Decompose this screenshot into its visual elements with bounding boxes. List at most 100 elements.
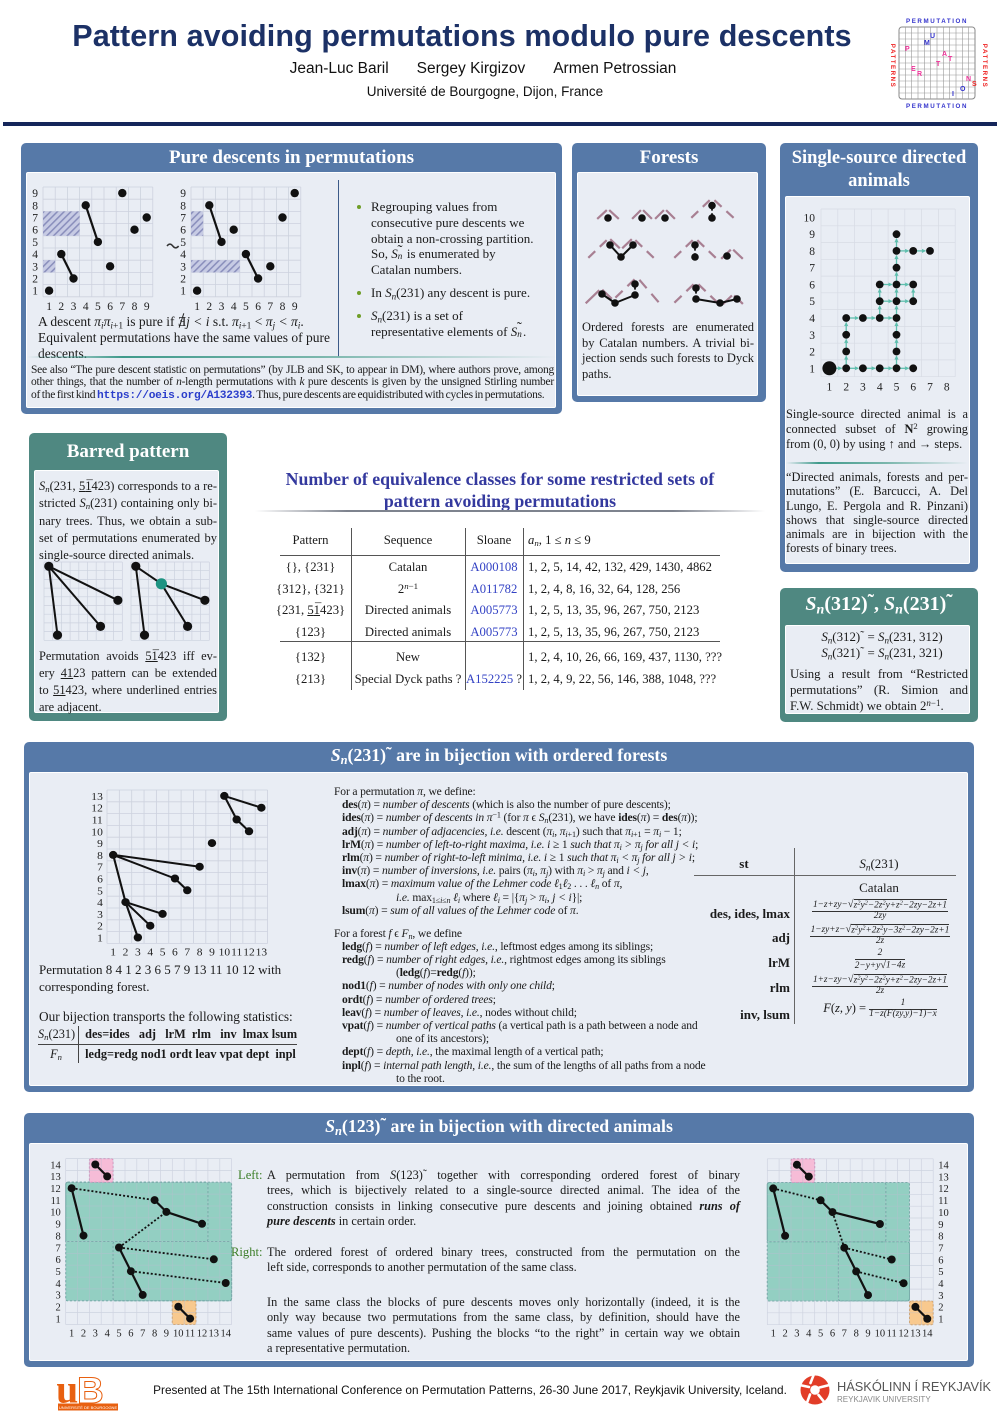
svg-text:2: 2 bbox=[180, 274, 186, 286]
svg-text:5: 5 bbox=[55, 1267, 60, 1278]
svg-text:4: 4 bbox=[55, 1279, 61, 1290]
svg-text:1: 1 bbox=[809, 363, 815, 375]
svg-text:10: 10 bbox=[938, 1208, 949, 1219]
svg-text:12: 12 bbox=[898, 1329, 909, 1340]
svg-text:7: 7 bbox=[97, 862, 103, 874]
svg-text:9: 9 bbox=[55, 1220, 60, 1231]
svg-text:PATTERNS: PATTERNS bbox=[981, 44, 988, 88]
svg-text:4: 4 bbox=[180, 249, 186, 261]
svg-text:8: 8 bbox=[809, 246, 815, 258]
svg-text:U: U bbox=[930, 33, 935, 40]
svg-text:4: 4 bbox=[32, 249, 38, 261]
svg-text:1: 1 bbox=[110, 947, 116, 959]
svg-text:9: 9 bbox=[209, 947, 215, 959]
svg-text:2: 2 bbox=[782, 1329, 787, 1340]
svg-text:2: 2 bbox=[938, 1303, 943, 1314]
svg-text:1: 1 bbox=[180, 286, 186, 298]
svg-text:7: 7 bbox=[140, 1329, 145, 1340]
svg-text:2: 2 bbox=[81, 1329, 86, 1340]
svg-text:3: 3 bbox=[97, 909, 103, 921]
svg-text:8: 8 bbox=[944, 382, 950, 394]
svg-text:P: P bbox=[905, 46, 910, 53]
svg-text:13: 13 bbox=[256, 947, 268, 959]
svg-text:4: 4 bbox=[97, 897, 103, 909]
svg-text:4: 4 bbox=[809, 313, 815, 325]
svg-text:5: 5 bbox=[938, 1267, 943, 1278]
svg-text:T: T bbox=[948, 56, 953, 63]
svg-text:1: 1 bbox=[32, 286, 38, 298]
svg-text:11: 11 bbox=[185, 1329, 195, 1340]
svg-text:4: 4 bbox=[147, 947, 153, 959]
svg-text:14: 14 bbox=[220, 1329, 231, 1340]
svg-text:8: 8 bbox=[32, 200, 38, 212]
svg-text:5: 5 bbox=[809, 296, 815, 308]
svg-text:12: 12 bbox=[50, 1184, 61, 1195]
svg-text:10: 10 bbox=[804, 212, 816, 224]
svg-text:7: 7 bbox=[938, 1244, 943, 1255]
svg-text:5: 5 bbox=[97, 886, 103, 898]
svg-text:13: 13 bbox=[91, 791, 103, 803]
svg-text:6: 6 bbox=[97, 874, 103, 886]
svg-text:6: 6 bbox=[55, 1255, 60, 1266]
svg-text:6: 6 bbox=[910, 382, 916, 394]
svg-text:9: 9 bbox=[144, 301, 150, 313]
svg-text:11: 11 bbox=[92, 815, 103, 827]
svg-text:13: 13 bbox=[50, 1172, 61, 1183]
svg-text:4: 4 bbox=[938, 1279, 944, 1290]
svg-text:9: 9 bbox=[164, 1329, 169, 1340]
svg-text:9: 9 bbox=[32, 188, 38, 200]
svg-text:I: I bbox=[952, 91, 954, 98]
svg-text:8: 8 bbox=[97, 850, 103, 862]
svg-text:1: 1 bbox=[938, 1315, 943, 1326]
svg-text:1: 1 bbox=[827, 382, 833, 394]
svg-text:3: 3 bbox=[93, 1329, 98, 1340]
svg-text:10: 10 bbox=[219, 947, 231, 959]
svg-text:8: 8 bbox=[280, 301, 286, 313]
svg-text:8: 8 bbox=[197, 947, 203, 959]
svg-text:1: 1 bbox=[97, 933, 103, 945]
svg-text:1: 1 bbox=[771, 1329, 776, 1340]
svg-text:5: 5 bbox=[116, 1329, 121, 1340]
svg-text:2: 2 bbox=[809, 347, 815, 359]
svg-text:5: 5 bbox=[818, 1329, 823, 1340]
svg-text:3: 3 bbox=[55, 1291, 60, 1302]
svg-text:10: 10 bbox=[875, 1329, 886, 1340]
svg-text:5: 5 bbox=[180, 237, 186, 249]
svg-text:8: 8 bbox=[938, 1232, 943, 1243]
svg-text:6: 6 bbox=[809, 280, 815, 292]
svg-text:13: 13 bbox=[938, 1172, 949, 1183]
svg-text:7: 7 bbox=[55, 1243, 60, 1254]
svg-text:N: N bbox=[966, 76, 971, 83]
svg-text:3: 3 bbox=[71, 301, 77, 313]
svg-text:u: u bbox=[57, 1374, 78, 1412]
svg-text:4: 4 bbox=[231, 301, 237, 313]
svg-text:12: 12 bbox=[938, 1184, 949, 1195]
svg-text:6: 6 bbox=[830, 1329, 835, 1340]
svg-text:2: 2 bbox=[206, 301, 212, 313]
svg-text:11: 11 bbox=[938, 1196, 948, 1207]
svg-text:2: 2 bbox=[55, 1303, 60, 1314]
svg-text:PATTERNS: PATTERNS bbox=[889, 44, 896, 88]
svg-text:T: T bbox=[936, 61, 941, 68]
svg-text:3: 3 bbox=[32, 261, 38, 273]
svg-text:2: 2 bbox=[97, 921, 103, 933]
svg-text:4: 4 bbox=[83, 301, 89, 313]
svg-text:8: 8 bbox=[180, 200, 186, 212]
svg-text:2: 2 bbox=[32, 274, 38, 286]
svg-text:10: 10 bbox=[50, 1208, 61, 1219]
svg-text:14: 14 bbox=[922, 1329, 933, 1340]
svg-text:4: 4 bbox=[806, 1329, 812, 1340]
svg-text:2: 2 bbox=[58, 301, 64, 313]
svg-text:9: 9 bbox=[180, 188, 186, 200]
svg-text:9: 9 bbox=[292, 301, 298, 313]
svg-text:9: 9 bbox=[97, 838, 103, 850]
svg-text:13: 13 bbox=[209, 1329, 220, 1340]
svg-text:14: 14 bbox=[50, 1160, 61, 1171]
svg-text:8: 8 bbox=[132, 301, 138, 313]
svg-text:REYKJAVIK UNIVERSITY: REYKJAVIK UNIVERSITY bbox=[837, 1395, 931, 1404]
svg-text:2: 2 bbox=[123, 947, 129, 959]
svg-text:7: 7 bbox=[267, 301, 273, 313]
svg-text:PERMUTATION: PERMUTATION bbox=[906, 103, 968, 110]
svg-text:3: 3 bbox=[794, 1329, 799, 1340]
svg-text:6: 6 bbox=[128, 1329, 133, 1340]
